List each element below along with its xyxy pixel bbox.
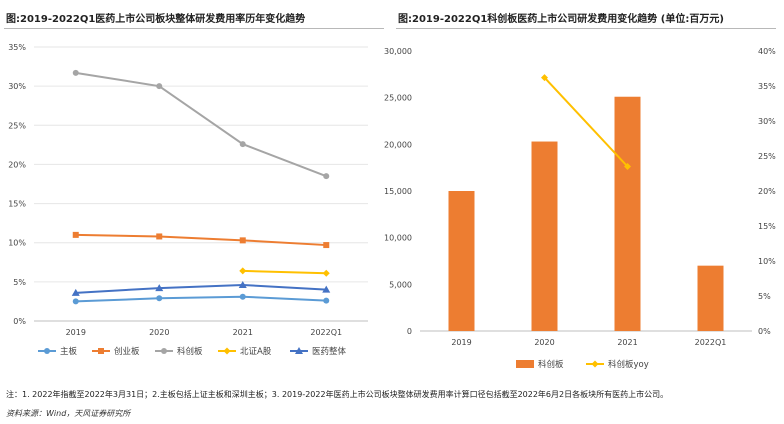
left-series-point-1 bbox=[156, 233, 163, 240]
left-series-point-4 bbox=[71, 288, 80, 296]
left-series-line-2 bbox=[75, 71, 327, 178]
left-x-tick-label: 2019 bbox=[66, 328, 86, 337]
right-bar bbox=[697, 265, 724, 331]
left-series-point-2 bbox=[156, 83, 163, 90]
right-y2-tick-label: 15% bbox=[758, 222, 776, 231]
left-y-tick-label: 25% bbox=[8, 121, 26, 130]
left-x-tick-label: 2022Q1 bbox=[310, 328, 342, 337]
left-series-line-3 bbox=[242, 269, 327, 275]
right-y-tick-label: 5,000 bbox=[389, 280, 412, 289]
footnote: 注：1. 2022年指截至2022年3月31日；2.主板包括上证主板和深圳主板；… bbox=[6, 390, 669, 399]
right-y-tick-label: 15,000 bbox=[384, 187, 412, 196]
left-legend-label: 科创板 bbox=[177, 346, 203, 357]
left-series-line-1 bbox=[75, 233, 327, 247]
left-chart-title: 图:2019-2022Q1医药上市公司板块整体研发费用率历年变化趋势 bbox=[6, 14, 306, 25]
left-y-tick-label: 30% bbox=[8, 82, 26, 91]
right-yoy-point bbox=[541, 74, 548, 82]
right-y2-tick-label: 25% bbox=[758, 152, 776, 161]
right-x-tick-label: 2021 bbox=[617, 338, 637, 347]
left-y-tick-label: 10% bbox=[8, 239, 26, 248]
left-y-tick-label: 20% bbox=[8, 160, 26, 169]
left-x-tick-label: 2020 bbox=[149, 328, 169, 337]
left-title-rule bbox=[4, 28, 384, 29]
left-series-line-4 bbox=[75, 283, 327, 294]
right-y2-tick-label: 0% bbox=[758, 327, 771, 336]
left-x-tick-label: 2021 bbox=[233, 328, 253, 337]
right-y-tick-label: 25,000 bbox=[384, 94, 412, 103]
right-legend-bar-swatch bbox=[516, 360, 534, 368]
left-series-line-0 bbox=[75, 295, 327, 303]
right-y-tick-label: 10,000 bbox=[384, 234, 412, 243]
left-series-point-3 bbox=[239, 267, 247, 275]
left-series-point-1 bbox=[239, 237, 246, 244]
right-legend-marker bbox=[591, 360, 599, 368]
left-series-point-0 bbox=[72, 298, 79, 305]
left-legend-label: 北证A股 bbox=[240, 347, 272, 357]
right-bar bbox=[531, 141, 558, 331]
right-y2-tick-label: 10% bbox=[758, 257, 776, 266]
left-legend-label: 主板 bbox=[60, 346, 78, 357]
right-x-tick-label: 2022Q1 bbox=[695, 338, 727, 347]
left-series-point-0 bbox=[239, 293, 246, 300]
left-legend-label: 医药整体 bbox=[312, 346, 347, 357]
left-series-point-4 bbox=[238, 280, 247, 288]
left-series-point-0 bbox=[156, 295, 163, 302]
right-y-tick-label: 20,000 bbox=[384, 140, 412, 149]
left-legend-marker-0 bbox=[44, 348, 50, 354]
left-series-point-3 bbox=[322, 269, 330, 277]
right-chart-title: 图:2019-2022Q1科创板医药上市公司研发费用变化趋势 (单位:百万元) bbox=[398, 14, 724, 25]
right-x-tick-label: 2019 bbox=[451, 338, 471, 347]
left-legend-marker-3 bbox=[223, 347, 231, 355]
left-series-point-4 bbox=[322, 285, 331, 293]
right-x-tick-label: 2020 bbox=[534, 338, 554, 347]
right-bar bbox=[614, 96, 641, 331]
left-y-tick-label: 35% bbox=[8, 43, 26, 52]
left-series-point-1 bbox=[323, 242, 330, 249]
left-y-tick-label: 0% bbox=[13, 317, 26, 326]
right-yoy-line bbox=[543, 76, 629, 168]
right-y2-tick-label: 20% bbox=[758, 187, 776, 196]
source-note: 资料来源：Wind，天风证券研究所 bbox=[6, 409, 131, 418]
right-legend-label: 科创板yoy bbox=[608, 359, 649, 370]
right-y2-tick-label: 40% bbox=[758, 47, 776, 56]
left-legend-marker-2 bbox=[161, 348, 167, 354]
left-y-tick-label: 5% bbox=[13, 278, 26, 287]
left-series-point-2 bbox=[72, 69, 79, 76]
left-series-point-2 bbox=[239, 141, 246, 148]
right-bar bbox=[448, 191, 475, 331]
left-legend-marker-1 bbox=[98, 348, 104, 354]
right-yoy-point bbox=[624, 163, 631, 170]
left-y-tick-label: 15% bbox=[8, 200, 26, 209]
right-y2-tick-label: 35% bbox=[758, 82, 776, 91]
left-series-point-0 bbox=[323, 297, 330, 304]
right-y2-tick-label: 5% bbox=[758, 292, 771, 301]
right-title-rule bbox=[396, 28, 776, 29]
right-legend-label: 科创板 bbox=[538, 359, 564, 370]
right-y-tick-label: 30,000 bbox=[384, 47, 412, 56]
right-y2-tick-label: 30% bbox=[758, 117, 776, 126]
left-series-point-4 bbox=[155, 284, 164, 292]
left-series-point-1 bbox=[72, 231, 79, 238]
left-legend-marker-4 bbox=[295, 347, 303, 354]
left-legend-label: 创业板 bbox=[114, 346, 140, 357]
right-y-tick-label: 0 bbox=[407, 327, 412, 336]
left-series-point-2 bbox=[323, 173, 330, 180]
